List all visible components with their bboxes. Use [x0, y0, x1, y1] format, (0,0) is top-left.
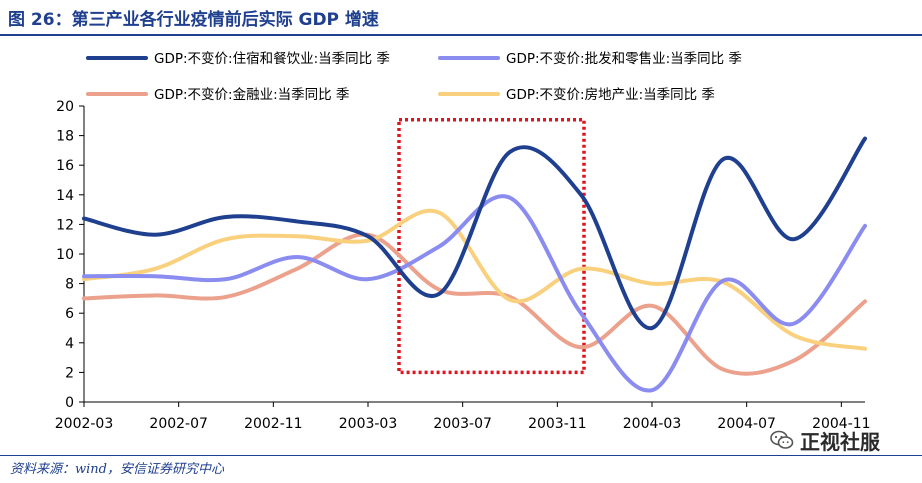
x-tick-label: 2004-11 [812, 416, 871, 432]
wechat-icon [770, 430, 794, 449]
y-tick-label: 16 [56, 158, 74, 174]
title-bar: 图 26：第三产业各行业疫情前后实际 GDP 增速 [0, 0, 922, 34]
title-divider [0, 34, 922, 36]
x-tick-label: 2002-07 [149, 416, 208, 432]
x-tick-label: 2004-03 [623, 416, 682, 432]
watermark: 正视社服 [770, 426, 880, 454]
series-line-2 [82, 194, 867, 393]
y-tick-label: 14 [56, 188, 74, 204]
watermark-text: 正视社服 [800, 429, 880, 454]
x-tick-label: 2003-07 [433, 416, 492, 432]
footer-divider [0, 455, 922, 456]
series-line-1 [82, 136, 867, 331]
chart-legend: GDP:不变价:住宿和餐饮业:当季同比 季 GDP:不变价:批发和零售业:当季同比… [86, 50, 742, 103]
chart-axes: 0 2 4 6 8 10 12 14 16 18 20 2002-03 2002-07 2002-11 20… [55, 99, 871, 432]
y-tick-label: 6 [65, 306, 74, 322]
chart-series [82, 136, 867, 393]
legend-label: GDP:不变价:金融业:当季同比 季 [154, 87, 349, 103]
page-title: 图 26：第三产业各行业疫情前后实际 GDP 增速 [8, 10, 379, 30]
legend-label: GDP:不变价:批发和零售业:当季同比 季 [506, 51, 742, 67]
y-tick-label: 10 [56, 247, 74, 263]
x-tick-label: 2002-11 [244, 416, 303, 432]
highlight-box [397, 118, 586, 375]
y-tick-label: 18 [56, 129, 74, 145]
y-tick-label: 12 [56, 217, 74, 233]
legend-label: GDP:不变价:房地产业:当季同比 季 [506, 87, 715, 103]
x-tick-label: 2003-11 [528, 416, 587, 432]
y-tick-label: 4 [65, 336, 74, 352]
y-tick-label: 0 [65, 395, 74, 411]
y-tick-label: 8 [65, 277, 74, 293]
line-chart: GDP:不变价:住宿和餐饮业:当季同比 季 GDP:不变价:批发和零售业:当季同比… [55, 50, 871, 432]
legend-label: GDP:不变价:住宿和餐饮业:当季同比 季 [154, 50, 390, 67]
source-note: 资料来源：wind，安信证券研究中心 [10, 462, 224, 477]
x-tick-label: 2002-03 [55, 416, 114, 432]
x-tick-label: 2004-07 [717, 416, 776, 432]
highlight-rectangle [397, 118, 586, 375]
y-tick-label: 20 [56, 99, 74, 115]
series-line-4 [82, 208, 867, 351]
series-line-3 [82, 232, 867, 376]
y-tick-label: 2 [65, 365, 74, 381]
x-tick-label: 2003-03 [339, 416, 398, 432]
